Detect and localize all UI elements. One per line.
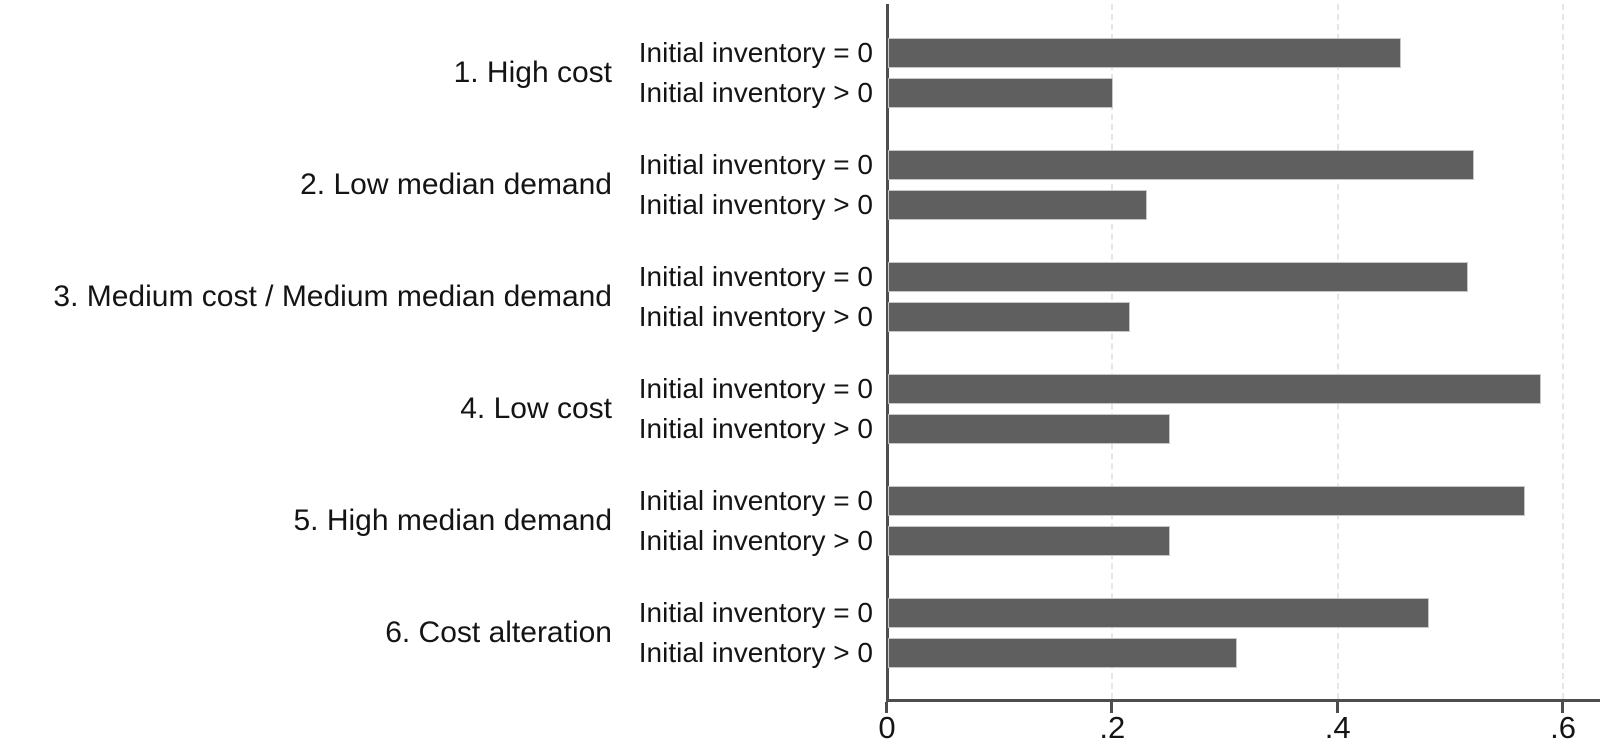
bar: [888, 414, 1170, 444]
x-gridline: [1336, 4, 1339, 699]
group-label: 3. Medium cost / Medium median demand: [53, 280, 612, 313]
x-axis-tick-label: 0: [878, 710, 896, 745]
x-axis-line: [886, 699, 1600, 702]
x-axis-tick: [1335, 702, 1339, 713]
bar-label: Initial inventory = 0: [638, 485, 873, 516]
bar: [888, 638, 1237, 668]
bar: [888, 190, 1147, 220]
bar: [888, 38, 1401, 68]
x-axis-tick: [1561, 702, 1565, 713]
bar: [888, 526, 1170, 556]
group-label: 1. High cost: [453, 56, 612, 89]
bar: [888, 262, 1468, 292]
bar-label: Initial inventory > 0: [638, 301, 873, 332]
bar-label: Initial inventory > 0: [638, 77, 873, 108]
bar: [888, 486, 1525, 516]
bar: [888, 598, 1429, 628]
x-axis-tick-label: .4: [1324, 710, 1351, 745]
bar: [888, 302, 1130, 332]
x-gridline: [1111, 4, 1114, 699]
group-label: 5. High median demand: [293, 504, 612, 537]
x-axis-tick: [885, 702, 888, 713]
bar-label: Initial inventory > 0: [638, 189, 873, 220]
bar-label: Initial inventory = 0: [638, 261, 873, 292]
group-label: 6. Cost alteration: [385, 616, 612, 649]
x-axis-tick-label: .2: [1099, 710, 1126, 745]
bar-label: Initial inventory = 0: [638, 373, 873, 404]
x-gridline: [1562, 4, 1565, 699]
group-label: 4. Low cost: [460, 392, 612, 425]
x-axis-tick-label: .6: [1550, 710, 1576, 745]
bar-label: Initial inventory > 0: [638, 525, 873, 556]
x-axis-tick: [1110, 702, 1114, 713]
bar: [888, 374, 1541, 404]
bar-label: Initial inventory = 0: [638, 597, 873, 628]
y-axis-line: [886, 4, 889, 701]
bar-label: Initial inventory = 0: [638, 37, 873, 68]
bar: [888, 78, 1113, 108]
group-label: 2. Low median demand: [300, 168, 612, 201]
bar-label: Initial inventory > 0: [638, 413, 873, 444]
bar-label: Initial inventory > 0: [638, 637, 873, 668]
bar: [888, 150, 1474, 180]
bar-label: Initial inventory = 0: [638, 149, 873, 180]
